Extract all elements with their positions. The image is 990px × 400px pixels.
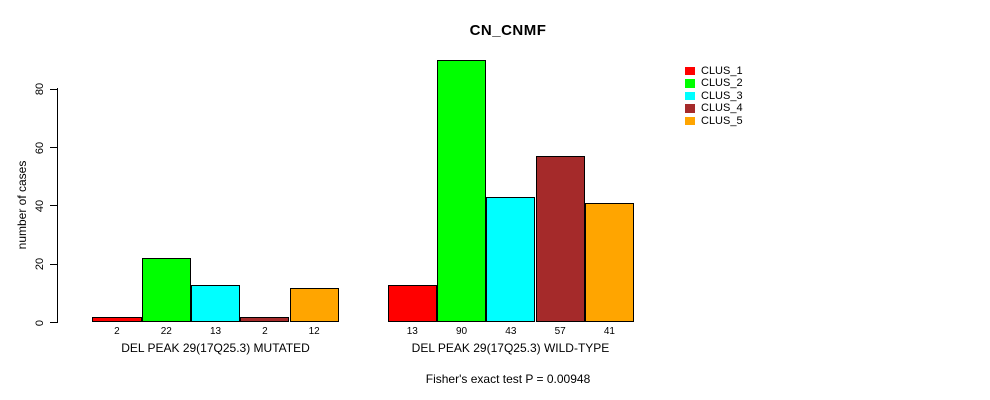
legend-label: CLUS_5 — [701, 114, 743, 127]
y-axis-tick — [50, 147, 58, 148]
legend-swatch-clus-1 — [685, 66, 695, 76]
y-axis-tick — [50, 205, 58, 207]
y-axis-tick — [50, 263, 58, 265]
bar-clus_4-group1 — [240, 316, 290, 323]
y-axis-tick-label: 40 — [34, 199, 46, 212]
legend-item-clus-4: CLUS_4 — [685, 102, 743, 114]
group-label-wild-type: DEL PEAK 29(17Q25.3) WILD-TYPE — [411, 341, 610, 355]
legend-swatch-clus-5 — [685, 116, 695, 125]
legend-label: CLUS_2 — [701, 77, 743, 90]
y-axis-tick-label: 20 — [34, 258, 46, 271]
bar-clus_1-group1 — [92, 316, 142, 323]
legend-item-clus-3: CLUS_3 — [685, 90, 743, 102]
bar-clus_1-group2 — [387, 284, 437, 323]
bar-clus_5-group1 — [289, 287, 339, 323]
legend-label: CLUS_1 — [701, 65, 743, 77]
bar-value-label: 22 — [160, 326, 172, 337]
y-axis-tick-label: 0 — [34, 319, 46, 326]
legend-item-clus-2: CLUS_2 — [685, 77, 743, 89]
legend: CLUS_1 CLUS_2 CLUS_3 CLUS_4 CLUS_5 — [685, 65, 743, 127]
y-axis-tick — [50, 322, 58, 323]
bar-clus_3-group2 — [486, 197, 536, 323]
legend-swatch-clus-2 — [685, 79, 695, 88]
legend-swatch-clus-3 — [685, 91, 695, 101]
y-axis-tick-label: 80 — [34, 83, 46, 96]
legend-swatch-clus-4 — [685, 104, 695, 113]
y-axis-label: number of cases — [15, 160, 29, 250]
bar-value-label: 13 — [209, 326, 222, 337]
legend-label: CLUS_4 — [701, 102, 743, 115]
bar-value-label: 2 — [262, 326, 268, 337]
legend-item-clus-1: CLUS_1 — [685, 65, 743, 77]
bar-value-label: 90 — [455, 326, 468, 337]
bar-clus_3-group1 — [190, 284, 241, 323]
bar-clus_2-group1 — [141, 258, 191, 323]
bar-value-label: 57 — [554, 326, 566, 337]
bar-value-label: 12 — [308, 326, 320, 337]
bar-value-label: 2 — [114, 326, 120, 337]
fisher-test-annotation: Fisher's exact test P = 0.00948 — [425, 372, 591, 386]
legend-label: CLUS_3 — [701, 89, 743, 102]
bar-value-label: 13 — [406, 326, 418, 337]
y-axis-tick — [50, 88, 58, 90]
bar-clus_2-group2 — [436, 60, 487, 323]
legend-item-clus-5: CLUS_5 — [685, 115, 743, 127]
bar-clus_5-group2 — [584, 202, 635, 323]
y-axis-tick-label: 60 — [34, 141, 46, 154]
bar-clus_4-group2 — [535, 156, 585, 323]
bar-value-label: 41 — [603, 326, 615, 337]
chart-title: CN_CNMF — [469, 22, 547, 39]
group-label-mutated: DEL PEAK 29(17Q25.3) MUTATED — [121, 341, 310, 355]
bar-value-label: 43 — [505, 326, 517, 337]
